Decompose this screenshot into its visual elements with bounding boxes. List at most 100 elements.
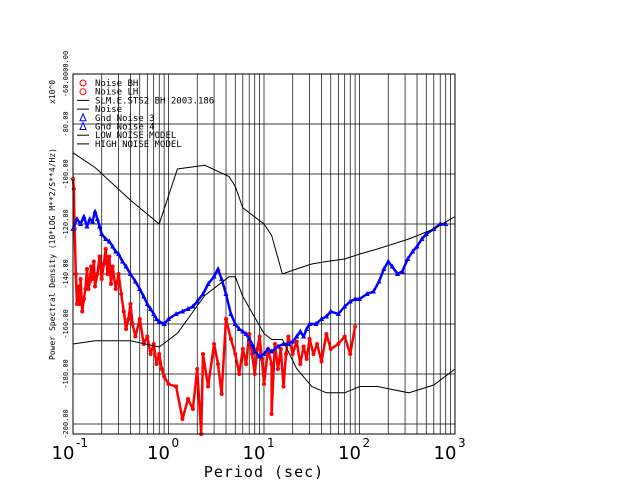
data-point — [185, 306, 191, 311]
data-point — [319, 359, 324, 364]
data-point — [81, 296, 86, 302]
data-point — [423, 231, 429, 236]
data-point — [166, 381, 171, 387]
data-point — [246, 336, 252, 341]
x-tick-exponent: 0 — [172, 436, 180, 450]
data-point — [121, 309, 126, 314]
data-point — [257, 353, 263, 359]
data-point — [272, 341, 277, 347]
data-point — [328, 308, 334, 314]
data-point — [124, 326, 129, 332]
data-point — [376, 278, 382, 284]
data-point — [370, 288, 376, 294]
x-tick-base: 10 — [434, 443, 457, 464]
data-point — [240, 346, 245, 352]
data-point — [419, 236, 425, 241]
data-point — [215, 266, 221, 271]
data-point — [443, 221, 449, 226]
data-point — [237, 371, 242, 377]
data-point — [119, 258, 126, 264]
data-point — [78, 276, 83, 282]
data-point — [249, 341, 255, 346]
data-point — [173, 311, 179, 316]
y-tick-label: -140.00 — [62, 259, 70, 289]
data-point — [84, 266, 90, 272]
data-point — [352, 296, 358, 301]
data-point — [252, 371, 257, 377]
data-point — [228, 311, 234, 316]
legend-swatch — [79, 121, 87, 130]
data-point — [190, 406, 195, 412]
data-point — [105, 271, 110, 277]
x-tick-exponent: -1 — [76, 436, 88, 450]
data-point — [195, 366, 200, 372]
legend-item: LOW NOISE MODEL — [77, 131, 176, 141]
data-point — [301, 333, 307, 339]
series-line — [72, 276, 456, 394]
legend-item: SLM.E.STS2 BH 2003.186 — [77, 96, 214, 106]
data-point — [414, 243, 420, 249]
data-point — [148, 351, 153, 357]
data-point — [364, 291, 370, 296]
data-point — [92, 208, 98, 214]
data-point — [103, 246, 108, 252]
data-point — [103, 236, 109, 241]
x-tick-exponent: 2 — [363, 436, 371, 450]
data-point — [87, 216, 93, 221]
data-point — [250, 351, 255, 357]
data-point — [91, 259, 96, 264]
data-point — [97, 254, 102, 259]
legend-item: Gnd Noise 4 — [79, 121, 155, 133]
legend-item: Noise BH — [79, 79, 138, 89]
data-point — [304, 356, 309, 362]
data-point — [347, 298, 353, 304]
data-point — [97, 223, 103, 229]
data-point — [80, 309, 85, 314]
data-point — [89, 218, 96, 224]
data-point — [154, 361, 159, 367]
x-tick-labels: 10 -1 10 0 10 1 10 2 10 3 — [52, 436, 466, 464]
y-tick-label: -60.0000.00 — [62, 51, 70, 97]
data-point — [275, 366, 281, 372]
data-point — [145, 334, 150, 339]
data-point — [261, 381, 267, 387]
data-point — [228, 336, 233, 342]
data-point — [127, 271, 134, 276]
data-point — [240, 328, 246, 334]
x-tick-exponent: 1 — [267, 436, 275, 450]
x-axis-label: Period (sec) — [204, 463, 324, 480]
legend-swatch — [79, 88, 87, 96]
data-point — [405, 256, 411, 261]
data-point — [318, 316, 325, 321]
x-tick-label: 10 1 — [243, 436, 275, 464]
data-point — [159, 366, 164, 372]
x-tick-label: 10 0 — [147, 436, 179, 464]
data-point — [89, 264, 94, 269]
data-point — [315, 341, 320, 347]
data-point — [94, 216, 100, 221]
data-point — [212, 341, 217, 347]
data-point — [252, 348, 258, 354]
data-point — [78, 221, 84, 226]
x-tick-base: 10 — [147, 443, 170, 464]
data-point — [323, 313, 329, 319]
data-point — [410, 248, 416, 254]
y-tick-label: -80.00 — [62, 111, 70, 136]
x-tick-label: 10 -1 — [52, 436, 88, 464]
data-point — [156, 318, 162, 324]
data-point — [133, 334, 138, 339]
data-point — [148, 306, 154, 311]
data-point — [165, 316, 172, 321]
data-point — [307, 321, 313, 326]
data-point — [219, 276, 225, 281]
data-point — [265, 346, 271, 351]
data-point — [95, 271, 100, 277]
legend-label: HIGH NOISE MODEL — [95, 140, 182, 150]
data-point — [190, 303, 196, 309]
data-point — [389, 263, 395, 269]
data-point — [119, 291, 124, 297]
data-point — [297, 328, 303, 334]
data-point — [219, 391, 224, 397]
data-point — [108, 281, 114, 287]
